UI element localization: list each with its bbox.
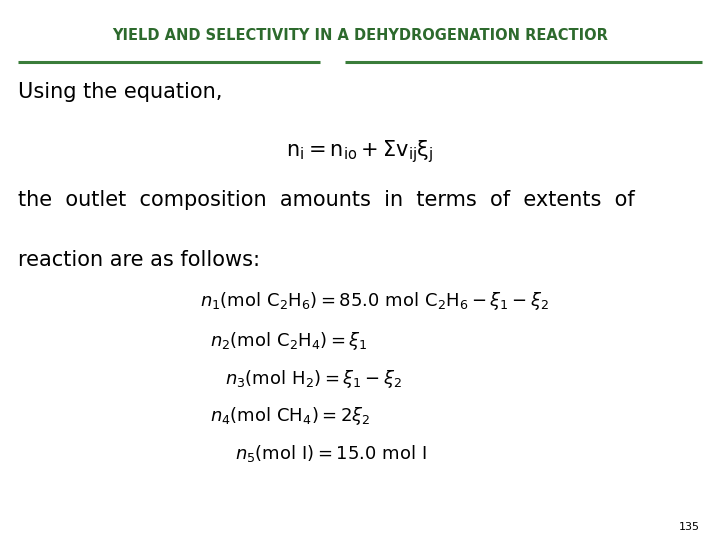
Text: $n_1\mathrm{(mol\ C_2H_6)} = \mathrm{85.0\ mol\ C_2H_6} - \xi_1 - \xi_2$: $n_1\mathrm{(mol\ C_2H_6)} = \mathrm{85.…: [200, 290, 549, 312]
Text: the  outlet  composition  amounts  in  terms  of  extents  of: the outlet composition amounts in terms …: [18, 190, 635, 210]
Text: reaction are as follows:: reaction are as follows:: [18, 250, 260, 270]
Text: YIELD AND SELECTIVITY IN A DEHYDROGENATION REACTIOR: YIELD AND SELECTIVITY IN A DEHYDROGENATI…: [112, 28, 608, 43]
Text: $n_3\mathrm{(mol\ H_2)} = \xi_1 - \xi_2$: $n_3\mathrm{(mol\ H_2)} = \xi_1 - \xi_2$: [225, 368, 402, 390]
Text: 135: 135: [679, 522, 700, 532]
Text: $n_4\mathrm{(mol\ CH_4)} = 2\xi_2$: $n_4\mathrm{(mol\ CH_4)} = 2\xi_2$: [210, 405, 371, 427]
Text: $n_5\mathrm{(mol\ I)} = \mathrm{15.0\ mol\ I}$: $n_5\mathrm{(mol\ I)} = \mathrm{15.0\ mo…: [235, 443, 426, 464]
Text: $\mathsf{n_i = n_{io} + \Sigma v_{ij}\xi_j}$: $\mathsf{n_i = n_{io} + \Sigma v_{ij}\xi…: [287, 138, 433, 165]
Text: Using the equation,: Using the equation,: [18, 82, 222, 102]
Text: $n_2\mathrm{(mol\ C_2H_4)} = \xi_1$: $n_2\mathrm{(mol\ C_2H_4)} = \xi_1$: [210, 330, 368, 352]
